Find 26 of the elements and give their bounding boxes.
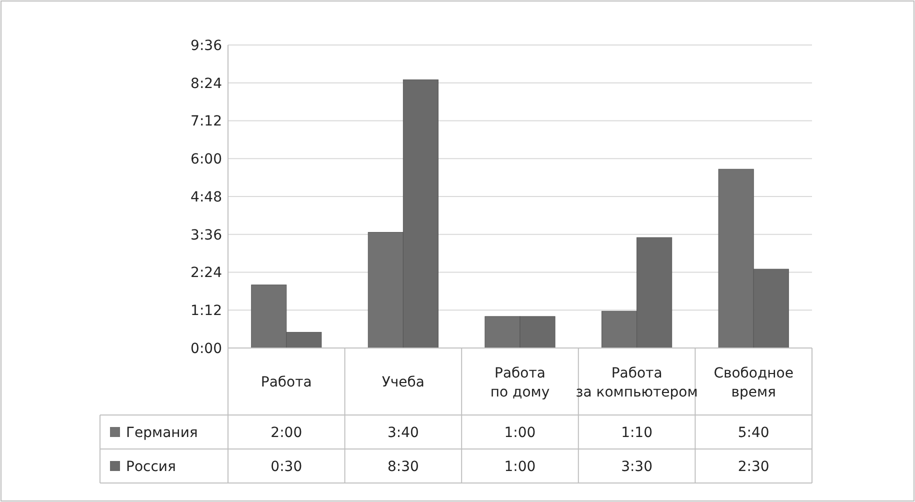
x-tick-label: Работа (260, 374, 312, 390)
x-tick-label: Работа за компьютером (576, 365, 698, 400)
data-label: 3:40 (387, 424, 419, 441)
data-label: 2:30 (738, 458, 770, 475)
legend-label: Россия (126, 458, 176, 475)
y-tick-label: 7:12 (190, 114, 222, 130)
y-tick-label: 1:12 (190, 303, 222, 320)
y-tick-label: 9:36 (190, 38, 222, 54)
data-label: 3:30 (621, 458, 653, 475)
data-label: 1:00 (504, 424, 536, 441)
data-label: 0:30 (270, 458, 302, 475)
x-tick-label: Работа по дому (490, 365, 550, 400)
y-tick-label: 6:00 (190, 152, 222, 168)
y-tick-label: 0:00 (190, 340, 222, 357)
y-tick-label: 8:24 (190, 76, 222, 92)
y-tick-label: 2:24 (190, 265, 222, 282)
x-tick-label: Учеба (382, 374, 425, 390)
x-tick-label: Свободное время (714, 365, 794, 400)
data-label: 8:30 (387, 458, 419, 475)
data-label: 1:10 (621, 424, 653, 441)
y-tick-label: 3:36 (190, 227, 222, 244)
y-tick-label: 4:48 (190, 189, 222, 206)
data-label: 1:00 (504, 458, 536, 475)
data-label: 5:40 (738, 424, 770, 441)
legend-label: Германия (126, 424, 198, 441)
data-label: 2:00 (270, 424, 302, 441)
